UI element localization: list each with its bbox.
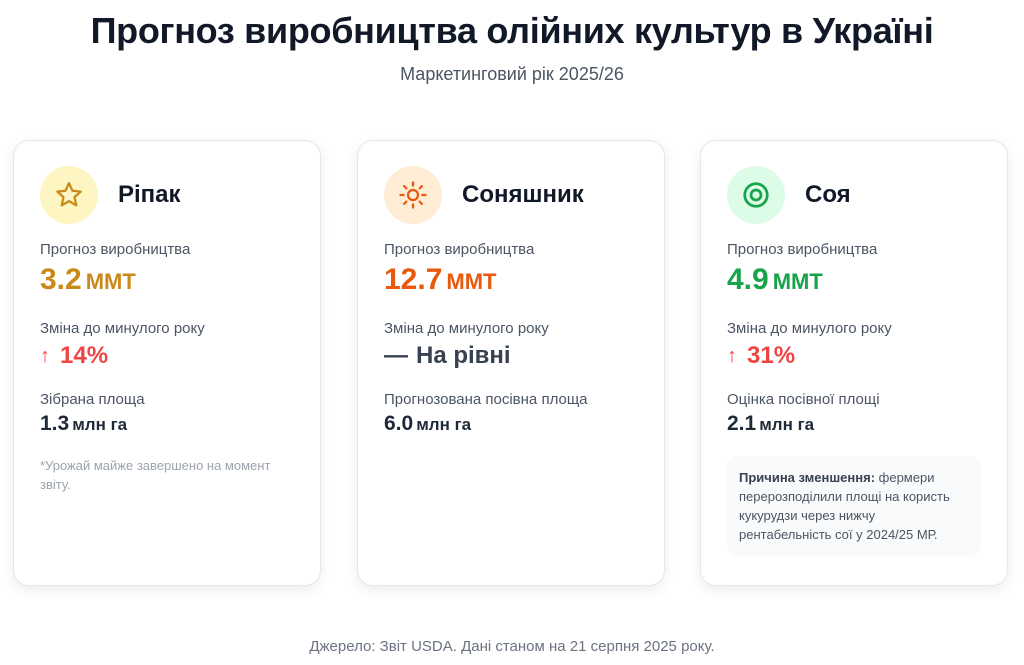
production-unit: ММТ (446, 269, 497, 294)
arrow-up-icon: ↑ (40, 345, 50, 367)
change-number: 14% (60, 342, 109, 369)
reason-box: Причина зменшення: фермери перерозподіли… (727, 456, 981, 556)
crop-card-soybean: Соя Прогноз виробництва 4.9 ММТ Зміна до … (700, 140, 1008, 586)
production-label: Прогноз виробництва (384, 241, 535, 258)
crop-name: Соняшник (462, 181, 584, 208)
production-number: 3.2 (40, 263, 82, 296)
card-header: Соя (727, 165, 981, 225)
area-value: 1.3 млн га (40, 412, 294, 436)
change-label: Зміна до минулого року (40, 320, 205, 337)
reason-title: Причина зменшення: (739, 470, 876, 485)
change-label: Зміна до минулого року (384, 320, 549, 337)
production-label: Прогноз виробництва (727, 241, 878, 258)
area-number: 1.3 (40, 412, 70, 435)
area-unit: млн га (759, 415, 815, 434)
footnote: *Урожай майже завершено на момент звіту. (40, 458, 271, 492)
sun-icon (384, 166, 442, 224)
production-value: 3.2 ММТ (40, 262, 294, 300)
change-value: ↑ 14% (40, 341, 294, 371)
change-value: — На рівні (384, 341, 638, 371)
crop-name: Ріпак (118, 181, 181, 208)
production-unit: ММТ (772, 269, 823, 294)
area-unit: млн га (416, 415, 472, 434)
crop-name: Соя (805, 181, 851, 208)
card-header: Ріпак (40, 165, 294, 225)
production-label: Прогноз виробництва (40, 241, 191, 258)
production-value: 12.7 ММТ (384, 262, 638, 300)
area-value: 2.1 млн га (727, 412, 981, 436)
area-label: Оцінка посівної площі (727, 391, 880, 408)
change-number: 31% (747, 342, 796, 369)
star-icon (40, 166, 98, 224)
reason-text: фермери перерозподілили площі на користь… (739, 470, 950, 542)
arrow-up-icon: ↑ (727, 345, 737, 367)
production-number: 12.7 (384, 263, 443, 296)
crop-card-rapeseed: Ріпак Прогноз виробництва 3.2 ММТ Зміна д… (13, 140, 321, 586)
change-label: Зміна до минулого року (727, 320, 892, 337)
dash-icon: — (384, 342, 408, 369)
area-label: Зібрана площа (40, 391, 145, 408)
target-icon (727, 166, 785, 224)
change-number: На рівні (416, 342, 511, 369)
crop-card-sunflower: Соняшник Прогноз виробництва 12.7 ММТ Змі… (357, 140, 665, 586)
production-value: 4.9 ММТ (727, 262, 981, 300)
area-value: 6.0 млн га (384, 412, 638, 436)
production-unit: ММТ (85, 269, 136, 294)
area-label: Прогнозована посівна площа (384, 391, 588, 408)
change-value: ↑ 31% (727, 341, 981, 371)
page-subtitle: Маркетинговий рік 2025/26 (400, 64, 624, 84)
area-number: 2.1 (727, 412, 757, 435)
page-title: Прогноз виробництва олійних культур в Ук… (90, 10, 934, 51)
card-header: Соняшник (384, 165, 638, 225)
production-number: 4.9 (727, 263, 769, 296)
area-number: 6.0 (384, 412, 414, 435)
area-unit: млн га (72, 415, 128, 434)
source-note: Джерело: Звіт USDA. Дані станом на 21 се… (309, 638, 715, 655)
